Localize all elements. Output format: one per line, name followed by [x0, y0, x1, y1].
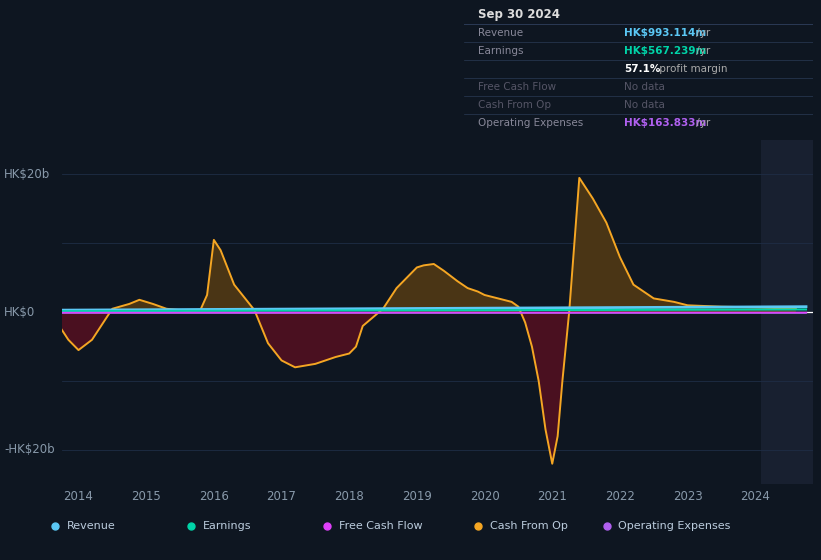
Text: Revenue: Revenue	[478, 27, 523, 38]
Text: No data: No data	[624, 100, 665, 110]
Text: No data: No data	[624, 82, 665, 92]
Text: HK$567.239m: HK$567.239m	[624, 45, 707, 55]
Text: Cash From Op: Cash From Op	[478, 100, 551, 110]
Text: HK$993.114m: HK$993.114m	[624, 27, 707, 38]
Text: Free Cash Flow: Free Cash Flow	[478, 82, 556, 92]
Text: Earnings: Earnings	[478, 45, 523, 55]
Text: /yr: /yr	[694, 118, 711, 128]
Text: -HK$20b: -HK$20b	[4, 444, 55, 456]
Text: Free Cash Flow: Free Cash Flow	[339, 521, 422, 531]
Text: HK$20b: HK$20b	[4, 168, 50, 181]
Text: /yr: /yr	[694, 45, 711, 55]
Text: Earnings: Earnings	[203, 521, 251, 531]
Text: Operating Expenses: Operating Expenses	[478, 118, 583, 128]
Text: Operating Expenses: Operating Expenses	[618, 521, 731, 531]
Text: Cash From Op: Cash From Op	[490, 521, 567, 531]
Text: HK$163.833m: HK$163.833m	[624, 118, 707, 128]
Text: /yr: /yr	[694, 27, 711, 38]
Bar	[761, 140, 819, 484]
Text: Sep 30 2024: Sep 30 2024	[478, 8, 560, 21]
Text: 57.1%: 57.1%	[624, 64, 661, 73]
Text: Revenue: Revenue	[67, 521, 116, 531]
Text: profit margin: profit margin	[656, 64, 727, 73]
Text: HK$0: HK$0	[4, 306, 35, 319]
